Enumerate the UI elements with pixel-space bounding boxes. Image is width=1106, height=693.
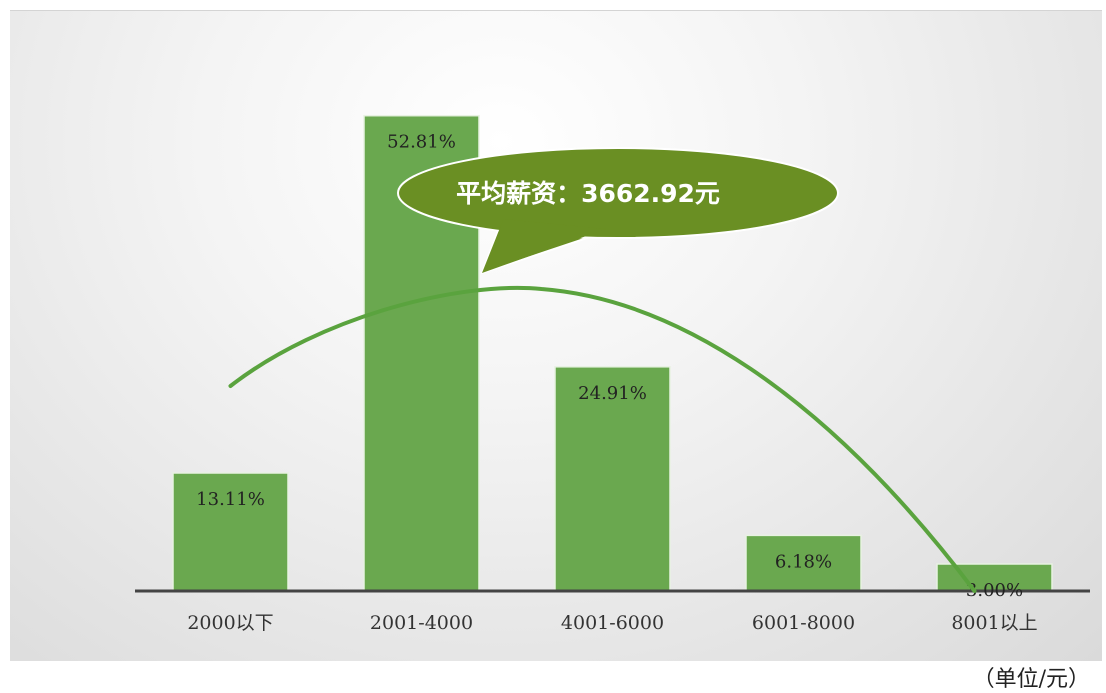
callout-tail-fill	[482, 219, 606, 273]
category-label-0: 2000以下	[187, 612, 273, 634]
value-label-2: 24.91%	[578, 383, 647, 404]
value-label-1: 52.81%	[387, 132, 456, 153]
category-label-3: 6001-8000	[752, 612, 855, 634]
value-label-3: 6.18%	[775, 551, 832, 572]
chart-panel: 13.11% 52.81% 24.91% 6.18% 3.00% 2000以下 2001-4…	[10, 10, 1102, 661]
value-label-4: 3.00%	[966, 580, 1023, 601]
bar-0	[172, 472, 289, 592]
callout-text: 平均薪资：3662.92元	[456, 179, 720, 208]
callout-bubble	[397, 147, 839, 239]
unit-note: （单位/元）	[972, 667, 1090, 692]
category-label-4: 8001以上	[951, 612, 1037, 634]
category-label-1: 2001-4000	[370, 612, 473, 634]
value-label-0: 13.11%	[196, 489, 265, 510]
bar-2	[554, 366, 671, 592]
salary-distribution-chart: 13.11% 52.81% 24.91% 6.18% 3.00% 2000以下 2001-4…	[135, 114, 1090, 634]
bar-3	[745, 534, 862, 592]
trend-curve	[228, 285, 977, 593]
category-label-2: 4001-6000	[561, 612, 664, 634]
